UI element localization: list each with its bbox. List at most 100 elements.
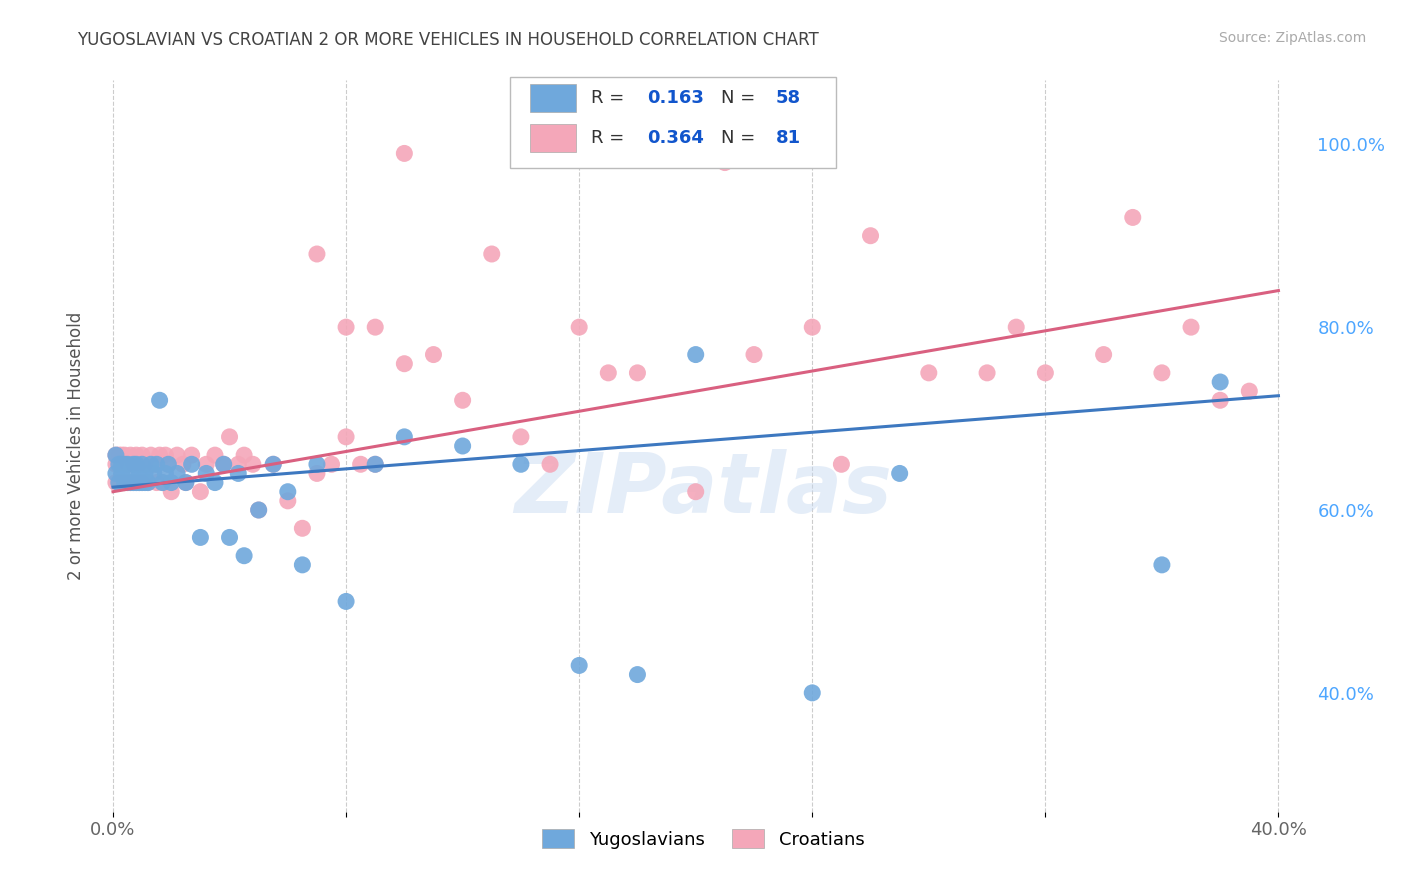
Point — [277, 494, 299, 508]
Point — [139, 457, 162, 471]
Point — [1239, 384, 1261, 398]
Point — [160, 475, 183, 490]
Point — [131, 457, 153, 471]
Point — [149, 393, 172, 408]
Point — [114, 475, 136, 490]
Point — [291, 558, 314, 572]
Point — [305, 457, 328, 471]
Point — [204, 475, 226, 490]
Point — [125, 448, 148, 462]
Point — [114, 448, 136, 462]
Point — [190, 531, 212, 545]
Point — [160, 484, 183, 499]
Point — [114, 475, 136, 490]
Point — [226, 467, 249, 481]
Point — [128, 457, 150, 471]
Point — [111, 457, 134, 471]
Point — [104, 467, 127, 481]
Point — [190, 484, 212, 499]
Point — [122, 457, 145, 471]
Point — [1209, 375, 1232, 389]
Point — [889, 467, 911, 481]
Text: 0.364: 0.364 — [647, 128, 704, 147]
Point — [157, 457, 180, 471]
Point — [117, 475, 139, 490]
Point — [1180, 320, 1202, 334]
Point — [233, 448, 256, 462]
Point — [145, 475, 167, 490]
Point — [195, 457, 218, 471]
Point — [568, 320, 591, 334]
Point — [108, 475, 131, 490]
Point — [626, 366, 648, 380]
Point — [120, 467, 142, 481]
Point — [262, 457, 284, 471]
Text: 58: 58 — [776, 89, 800, 107]
Text: ZIPatlas: ZIPatlas — [515, 450, 891, 531]
Point — [1209, 393, 1232, 408]
Point — [195, 467, 218, 481]
Point — [128, 475, 150, 490]
Point — [568, 658, 591, 673]
Point — [364, 457, 387, 471]
Point — [685, 484, 707, 499]
Point — [142, 467, 165, 481]
Point — [801, 686, 824, 700]
Point — [394, 146, 416, 161]
Point — [134, 467, 156, 481]
Text: R =: R = — [591, 128, 630, 147]
Point — [155, 467, 177, 481]
Point — [918, 366, 941, 380]
Point — [247, 503, 270, 517]
Point — [131, 475, 153, 490]
Text: 81: 81 — [776, 128, 800, 147]
Point — [305, 247, 328, 261]
Point — [157, 457, 180, 471]
Point — [134, 457, 156, 471]
Point — [212, 457, 235, 471]
Point — [139, 448, 162, 462]
Point — [685, 347, 707, 362]
Point — [111, 448, 134, 462]
Point — [321, 457, 343, 471]
Point — [104, 475, 127, 490]
Point — [125, 475, 148, 490]
Point — [212, 457, 235, 471]
Point — [335, 430, 357, 444]
Point — [233, 549, 256, 563]
Point — [481, 247, 503, 261]
Point — [152, 475, 174, 490]
Text: R =: R = — [591, 89, 630, 107]
Point — [218, 430, 240, 444]
Point — [111, 467, 134, 481]
Point — [120, 448, 142, 462]
Point — [128, 467, 150, 481]
Point — [226, 457, 249, 471]
Point — [145, 457, 167, 471]
Text: N =: N = — [721, 89, 761, 107]
Point — [136, 475, 159, 490]
Point — [104, 457, 127, 471]
Point — [509, 457, 531, 471]
Point — [125, 475, 148, 490]
Point — [104, 448, 127, 462]
Text: Source: ZipAtlas.com: Source: ZipAtlas.com — [1219, 31, 1367, 45]
Point — [247, 503, 270, 517]
Point — [174, 475, 197, 490]
FancyBboxPatch shape — [530, 124, 576, 152]
Point — [830, 457, 852, 471]
Point — [801, 320, 824, 334]
Point — [598, 366, 620, 380]
Point — [149, 448, 172, 462]
Point — [335, 594, 357, 608]
Point — [131, 448, 153, 462]
Point — [538, 457, 561, 471]
Point — [122, 475, 145, 490]
Point — [1122, 211, 1144, 225]
Point — [120, 475, 142, 490]
Point — [108, 457, 131, 471]
Point — [104, 448, 127, 462]
Point — [152, 475, 174, 490]
Point — [242, 457, 264, 471]
Point — [120, 475, 142, 490]
